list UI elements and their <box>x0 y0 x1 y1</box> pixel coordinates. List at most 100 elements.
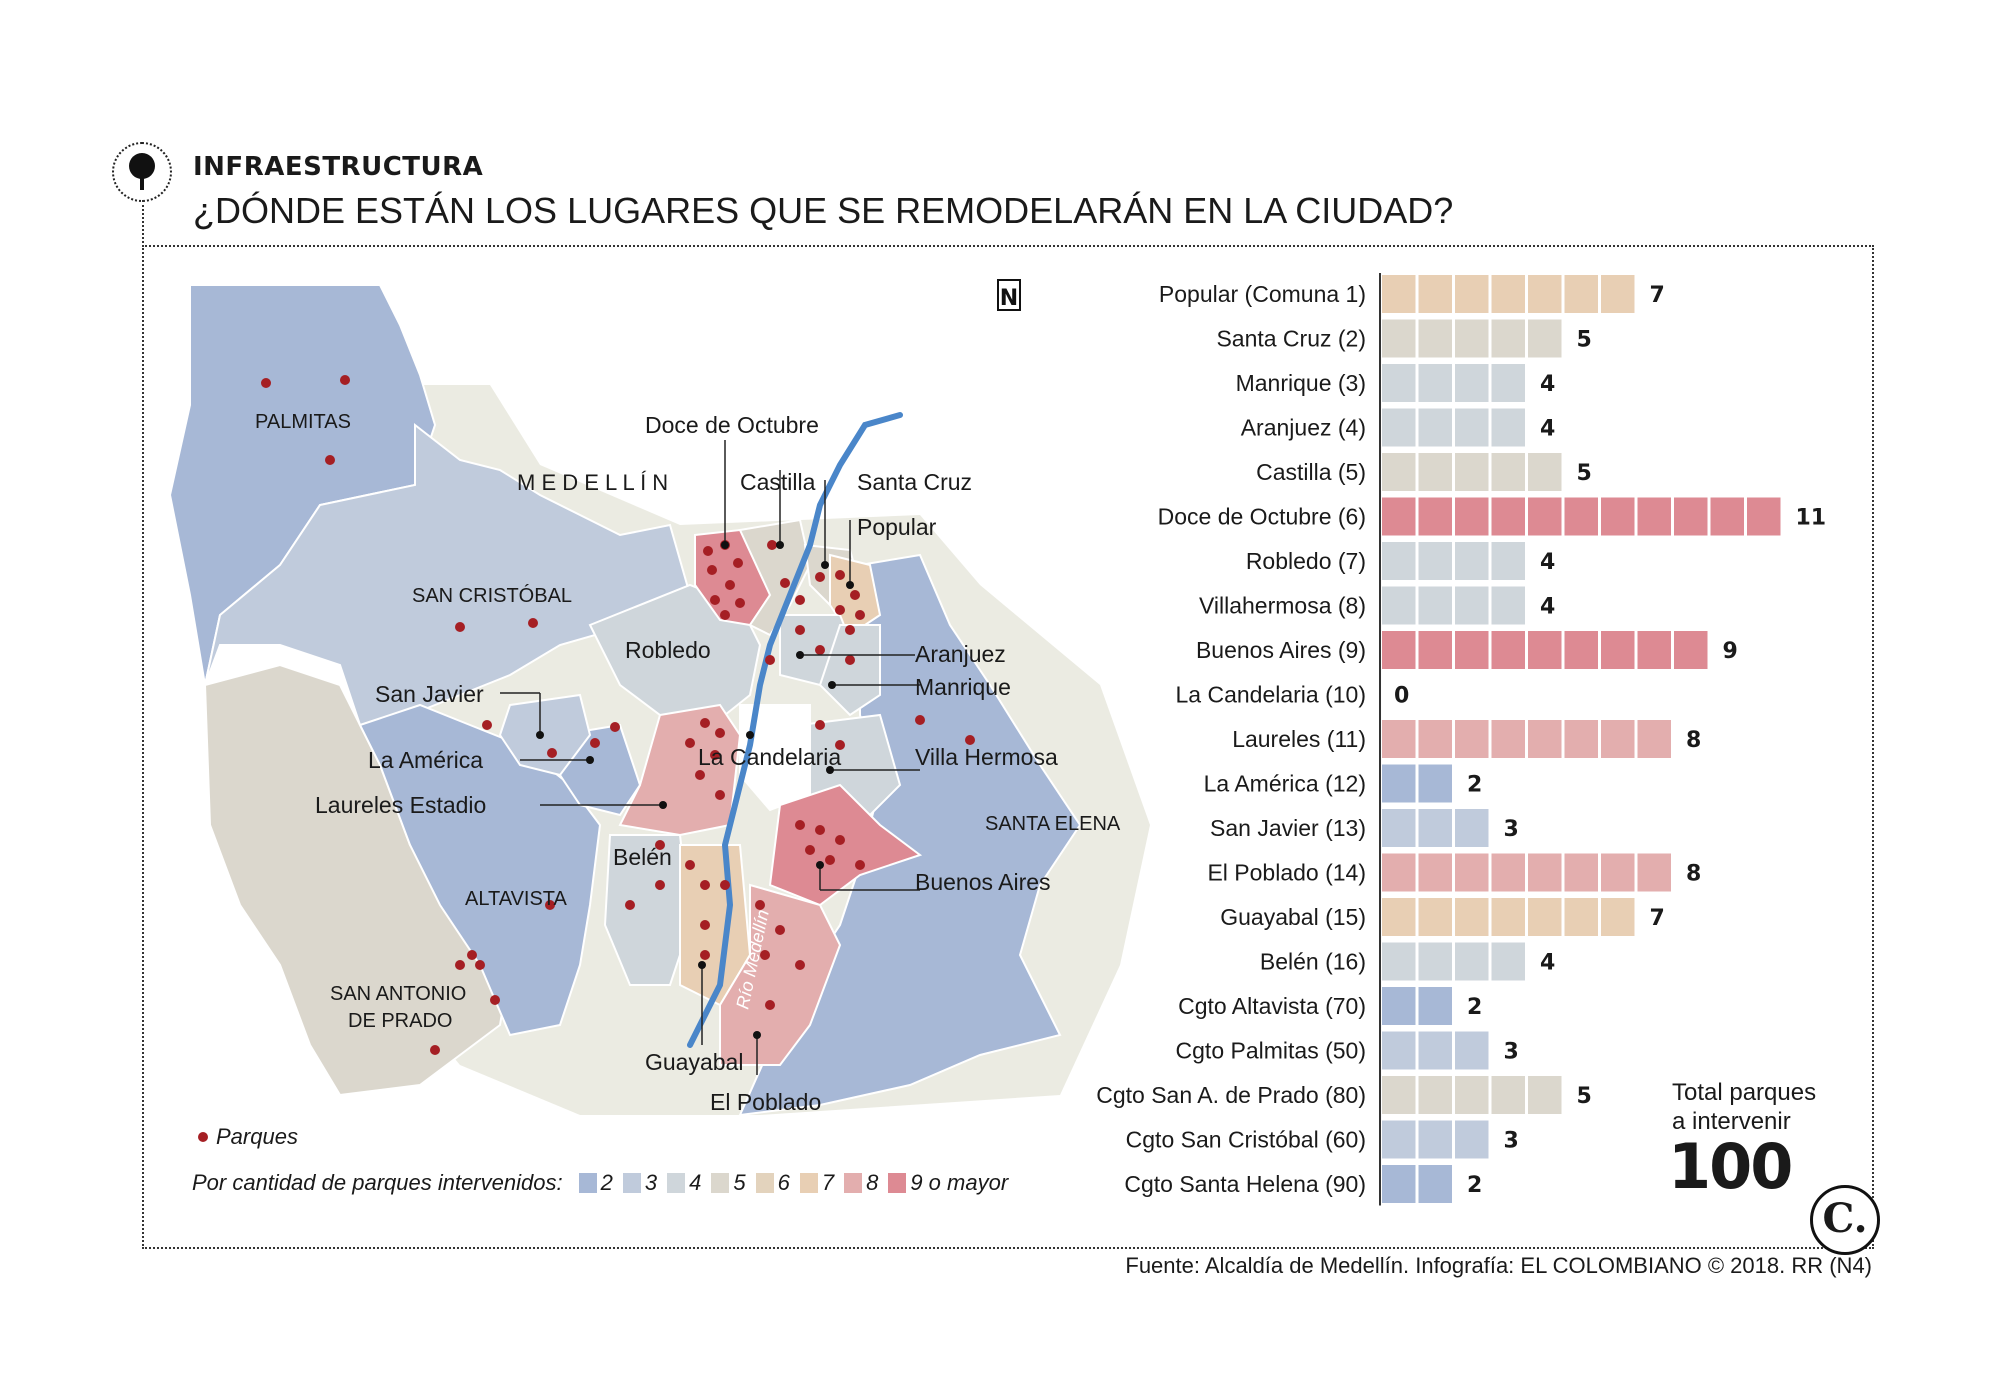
bar-segment <box>1564 720 1598 758</box>
bar-segment <box>1418 408 1452 447</box>
bar-segment <box>1418 809 1452 847</box>
bar <box>1382 720 1671 758</box>
bar-segment <box>1710 497 1744 536</box>
bar-segment <box>1674 631 1708 669</box>
total-value: 100 <box>1668 1130 1793 1203</box>
bar-category-label: Aranjuez (4) <box>1241 415 1366 441</box>
bar-segment <box>1382 408 1416 447</box>
bar <box>1382 898 1635 936</box>
bar-segment <box>1491 453 1525 491</box>
bar-segment <box>1418 1165 1452 1203</box>
label-palmitas: PALMITAS <box>255 411 351 433</box>
bar <box>1382 1120 1489 1159</box>
bar <box>1382 987 1452 1025</box>
label-san-javier: San Javier <box>375 681 484 707</box>
legend-title: Por cantidad de parques intervenidos: <box>192 1170 563 1195</box>
bar-value-label: 11 <box>1796 506 1827 531</box>
label-robledo: Robledo <box>625 637 711 663</box>
label-manrique: Manrique <box>915 674 1011 700</box>
bar-segment <box>1418 631 1452 669</box>
parques-legend-label: Parques <box>216 1124 298 1149</box>
bar-segment <box>1455 853 1489 892</box>
bar-segment <box>1382 1165 1416 1203</box>
bar-segment <box>1528 631 1562 669</box>
bar-category-label: El Poblado (14) <box>1207 860 1366 886</box>
bar-segment <box>1382 809 1416 847</box>
bar-segment <box>1491 631 1525 669</box>
bar <box>1382 1076 1562 1114</box>
bar-segment <box>1418 453 1452 491</box>
bar-value-label: 4 <box>1540 951 1555 976</box>
label-medellin: M E D E L L Í N <box>517 470 668 495</box>
bar-segment <box>1601 275 1635 313</box>
bar-segment <box>1455 497 1489 536</box>
bar-category-label: Guayabal (15) <box>1220 904 1366 930</box>
bar-value-label: 8 <box>1686 862 1701 887</box>
bar <box>1382 275 1635 313</box>
label-santa-cruz: Santa Cruz <box>857 469 972 495</box>
bar-segment <box>1382 764 1416 803</box>
bar <box>1382 497 1781 536</box>
bar-segment <box>1564 497 1598 536</box>
bar-segment <box>1455 364 1489 402</box>
bar-segment <box>1418 364 1452 402</box>
bar-category-label: Cgto San Cristóbal (60) <box>1126 1127 1366 1153</box>
bar-segment <box>1491 586 1525 625</box>
bar-category-label: Laureles (11) <box>1232 726 1366 752</box>
bar-segment <box>1601 631 1635 669</box>
bar-segment <box>1491 898 1525 936</box>
bar-category-label: Cgto Palmitas (50) <box>1176 1038 1366 1064</box>
color-legend: Por cantidad de parques intervenidos: 2 3… <box>192 1170 1008 1196</box>
bar-value-label: 4 <box>1540 372 1555 397</box>
parques-legend: Parques <box>198 1124 298 1150</box>
bar-value-label: 4 <box>1540 417 1555 442</box>
bar-segment <box>1382 319 1416 358</box>
legend-label: 3 <box>644 1170 658 1195</box>
bar-category-label: La América (12) <box>1204 771 1366 797</box>
el-colombiano-logo: C. <box>1810 1185 1880 1255</box>
bar-category-label: Castilla (5) <box>1256 459 1366 485</box>
bar-category-label: Cgto Altavista (70) <box>1178 993 1366 1019</box>
legend-swatch <box>667 1173 686 1193</box>
bar-segment <box>1491 542 1525 580</box>
bar-value-label: 5 <box>1577 461 1592 486</box>
section-kicker: INFRAESTRUCTURA <box>193 152 484 182</box>
bar-value-label: 7 <box>1650 906 1665 931</box>
bar-segment <box>1455 408 1489 447</box>
bar-segment <box>1455 453 1489 491</box>
bar-segment <box>1637 497 1671 536</box>
label-altavista: ALTAVISTA <box>465 888 568 910</box>
region-san-antonio <box>203 663 512 1097</box>
comuna-san-javier <box>498 693 592 777</box>
bar-category-label: Popular (Comuna 1) <box>1159 281 1366 307</box>
bar-segment <box>1455 542 1489 580</box>
legend-label: 7 <box>821 1170 835 1195</box>
bar-category-label: Cgto San A. de Prado (80) <box>1096 1082 1366 1108</box>
bar-segment <box>1382 1120 1416 1159</box>
bar-segment <box>1418 1076 1452 1114</box>
bar-segment <box>1491 942 1525 981</box>
bar <box>1382 586 1525 625</box>
bar-segment <box>1455 1031 1489 1070</box>
bar-segment <box>1382 586 1416 625</box>
legend-swatch <box>578 1173 597 1193</box>
bar-value-label: 3 <box>1504 817 1519 842</box>
label-guayabal: Guayabal <box>645 1049 743 1075</box>
bar <box>1382 942 1525 981</box>
bar-segment <box>1455 631 1489 669</box>
bar-segment <box>1418 987 1452 1025</box>
bar-segment <box>1601 898 1635 936</box>
bar-chart: Popular (Comuna 1) 7 Santa Cruz (2) 5 Manriq… <box>1096 273 1827 1206</box>
label-belen: Belén <box>613 844 672 870</box>
bar-category-label: Doce de Octubre (6) <box>1158 504 1366 530</box>
bar-segment <box>1455 586 1489 625</box>
bar-value-label: 4 <box>1540 595 1555 620</box>
bar <box>1382 809 1489 847</box>
bar-segment <box>1382 1076 1416 1114</box>
bar-segment <box>1418 942 1452 981</box>
infographic-frame <box>142 245 1874 1249</box>
bar-segment <box>1528 497 1562 536</box>
bar-segment <box>1637 853 1671 892</box>
comuna-el-poblado <box>719 883 842 1066</box>
north-arrow-icon: N <box>997 279 1021 311</box>
